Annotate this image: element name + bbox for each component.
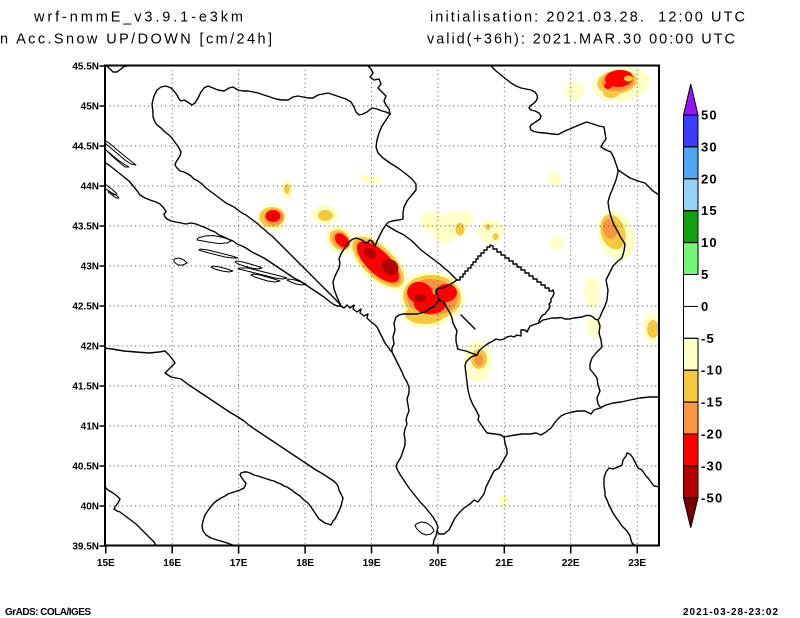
svg-text:44N: 44N (81, 182, 99, 193)
svg-text:40N: 40N (81, 502, 99, 513)
svg-text:44.5N: 44.5N (72, 142, 99, 153)
svg-text:2021-03-28-23:02: 2021-03-28-23:02 (683, 607, 778, 618)
svg-text:41.5N: 41.5N (72, 382, 99, 393)
svg-text:50: 50 (701, 108, 718, 123)
svg-text:41N: 41N (81, 422, 99, 433)
svg-text:43N: 43N (81, 262, 99, 273)
svg-text:20: 20 (701, 171, 718, 186)
svg-text:10: 10 (701, 235, 718, 250)
svg-text:wrf-nmmE_v3.9.1-e3km: wrf-nmmE_v3.9.1-e3km (33, 10, 243, 26)
svg-text:19E: 19E (363, 558, 381, 569)
svg-text:43.5N: 43.5N (72, 222, 99, 233)
svg-text:17E: 17E (230, 558, 248, 569)
svg-text:45N: 45N (81, 102, 99, 113)
svg-text:45.5N: 45.5N (72, 62, 99, 73)
svg-text:15E: 15E (97, 558, 115, 569)
svg-text:30: 30 (701, 139, 718, 154)
svg-text:-15: -15 (701, 395, 723, 410)
svg-text:39.5N: 39.5N (72, 542, 99, 553)
svg-text:valid(+36h): 2021.MAR.30 00:00: valid(+36h): 2021.MAR.30 00:00 UTC (427, 32, 735, 48)
svg-text:GrADS: COLA/IGES: GrADS: COLA/IGES (5, 607, 91, 618)
svg-text:21E: 21E (495, 558, 513, 569)
svg-text:5: 5 (701, 267, 709, 282)
svg-text:16E: 16E (163, 558, 181, 569)
svg-text:-5: -5 (701, 331, 715, 346)
svg-text:-20: -20 (701, 427, 723, 442)
svg-text:-30: -30 (701, 458, 723, 473)
svg-text:0: 0 (701, 299, 709, 314)
svg-text:20E: 20E (429, 558, 447, 569)
svg-text:42.5N: 42.5N (72, 302, 99, 313)
svg-text:42N: 42N (81, 342, 99, 353)
svg-text:-10: -10 (701, 363, 723, 378)
svg-text:40.5N: 40.5N (72, 462, 99, 473)
svg-text:-50: -50 (701, 490, 723, 505)
svg-text:23E: 23E (628, 558, 646, 569)
svg-text:22E: 22E (562, 558, 580, 569)
svg-text:15: 15 (701, 203, 718, 218)
svg-text:18E: 18E (296, 558, 314, 569)
svg-text:initialisation: 2021.03.28. 1: initialisation: 2021.03.28. 12:00 UTC (430, 10, 745, 26)
